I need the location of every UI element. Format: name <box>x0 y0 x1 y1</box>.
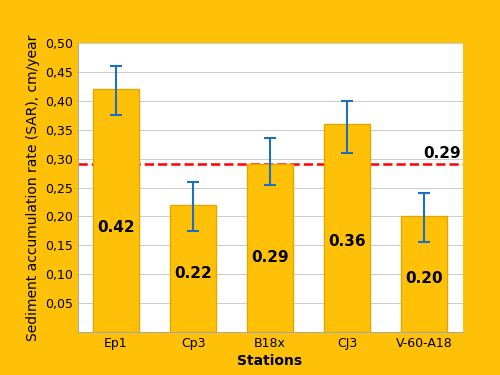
Y-axis label: Sediment accumulation rate (SAR), cm/year: Sediment accumulation rate (SAR), cm/yea… <box>26 34 40 340</box>
Text: 0.20: 0.20 <box>405 271 443 286</box>
Text: 0.42: 0.42 <box>97 220 135 235</box>
Text: 0.29: 0.29 <box>251 250 289 265</box>
Text: 0.29: 0.29 <box>424 146 461 161</box>
X-axis label: Stations: Stations <box>238 354 302 368</box>
Text: 0.22: 0.22 <box>174 266 212 281</box>
Bar <box>170 205 216 332</box>
Text: 0.36: 0.36 <box>328 234 366 249</box>
Bar <box>401 216 447 332</box>
Bar <box>324 124 370 332</box>
Bar <box>247 164 293 332</box>
Bar <box>93 89 139 332</box>
